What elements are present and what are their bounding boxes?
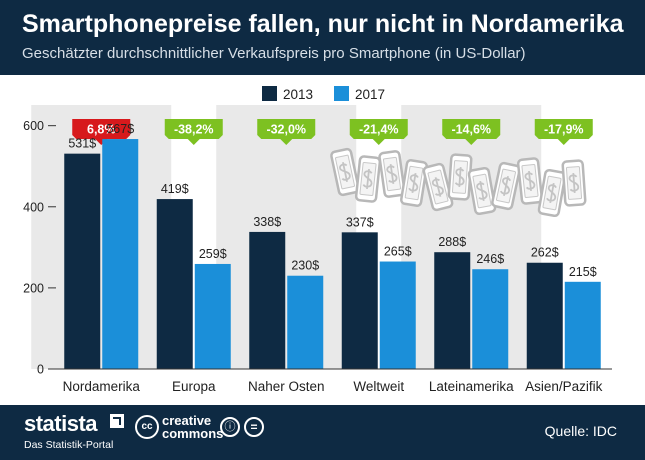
y-tick-label: 600 [23, 119, 44, 133]
change-badge [72, 119, 131, 145]
change-badge-label: -21,4% [359, 123, 399, 137]
bar-2017 [564, 281, 601, 369]
bar-value-label: 259$ [199, 247, 227, 261]
smartphone-dollar-icon [561, 159, 587, 207]
dollar-icon [568, 172, 580, 194]
bar-value-label: 338$ [253, 215, 281, 229]
smartphone-dollar-icon [422, 162, 454, 212]
x-axis-labels: Nordamerika Europa Naher Osten Weltweit Late… [63, 379, 603, 394]
x-tick-label: Asien/Pazifik [525, 379, 603, 394]
bar-value-label: 419$ [161, 182, 189, 196]
statista-arrow-icon [110, 414, 124, 428]
change-badge [257, 119, 316, 145]
change-badge [534, 119, 593, 145]
change-badge-label: 6,8% [87, 123, 116, 137]
change-badge-label: -32,0% [266, 123, 306, 137]
bar-2013 [434, 252, 471, 369]
dollar-icon [431, 177, 444, 197]
dollar-icon [500, 176, 512, 196]
bar-value-label: 265$ [384, 245, 412, 259]
change-badge-label: -17,9% [544, 123, 584, 137]
x-tick-label: Nordamerika [63, 379, 141, 394]
bar-2017 [472, 269, 509, 369]
x-tick-label: Lateinamerika [429, 379, 514, 394]
cc-line2: commons [162, 426, 224, 441]
bar-value-label: 531$ [68, 137, 96, 151]
category-band [401, 105, 542, 369]
category-bands [31, 105, 542, 369]
legend-swatch-2017 [334, 86, 349, 101]
dollar-icon [362, 168, 373, 190]
smartphone-dollar-icon [447, 153, 473, 201]
bar-value-label: 262$ [531, 246, 559, 260]
dollar-icon [546, 182, 557, 204]
statista-logo[interactable]: statista [24, 411, 98, 436]
change-badges: 6,8% -38,2% -32,0% -21,4% -14,6% -17,9% [72, 119, 593, 145]
bar-value-labels: 531$ 567$ 419$ 259$ 338$ 230$ 337$ 265$ 288$ 246$… [68, 122, 596, 279]
bar-2017 [287, 275, 324, 369]
change-badge [349, 119, 408, 145]
bar-2017 [379, 261, 416, 369]
bar-chart: 6,8% -38,2% -32,0% -21,4% -14,6% -17,9% 531$5… [23, 86, 612, 394]
bar-2013 [156, 199, 193, 369]
x-tick-label: Weltweit [353, 379, 404, 394]
bar-value-label: 288$ [438, 235, 466, 249]
x-tick-label: Europa [172, 379, 216, 394]
y-axis: 0 200 400 600 [23, 119, 612, 377]
dollar-icon [386, 163, 398, 185]
bar-2017 [102, 139, 139, 369]
bar-2013 [341, 232, 378, 369]
bar-2013 [249, 231, 286, 369]
legend-label-2017: 2017 [355, 87, 385, 102]
y-tick-label: 0 [37, 363, 44, 377]
dollar-icon [476, 180, 488, 202]
smartphone-dollar-icon [467, 166, 497, 216]
dollar-icon [454, 166, 465, 188]
chart-subtitle: Geschätzter durchschnittlicher Verkaufsp… [22, 45, 526, 62]
bar-2017 [194, 263, 231, 369]
smartphone-dollar-icon [378, 150, 406, 198]
source-note: Quelle: IDC [544, 423, 617, 439]
bar-value-label: 246$ [476, 252, 504, 266]
change-badge-label: -38,2% [174, 123, 214, 137]
x-tick-label: Naher Osten [248, 379, 325, 394]
smartphone-dollar-icon [400, 159, 428, 207]
smartphone-dollar-icon [330, 147, 360, 197]
smartphone-dollar-icon [516, 157, 544, 205]
statista-tagline: Das Statistik-Portal [24, 439, 114, 451]
category-band [216, 105, 357, 369]
dollar-icon [339, 162, 351, 182]
legend-label-2013: 2013 [283, 87, 313, 102]
bar-2013 [526, 262, 563, 369]
cc-line1: creative [162, 413, 212, 428]
bars [64, 139, 601, 369]
dollar-icon [524, 170, 536, 192]
bar-2013 [64, 153, 101, 369]
bar-value-label: 230$ [291, 259, 319, 273]
dollar-icon [408, 172, 419, 194]
smartphone-dollar-icon [354, 155, 382, 203]
smartphone-illustration [330, 147, 587, 218]
footer-bar: statista Das Statistik-Portal cc creativ… [0, 405, 645, 460]
header-bar: Smartphonepreise fallen, nur nicht in No… [0, 0, 645, 75]
change-badge-label: -14,6% [451, 123, 491, 137]
chart-title: Smartphonepreise fallen, nur nicht in No… [22, 10, 624, 38]
bar-value-label: 337$ [346, 215, 374, 229]
legend-swatch-2013 [262, 86, 277, 101]
bar-value-label: 567$ [106, 122, 134, 136]
y-tick-label: 400 [23, 200, 44, 214]
creative-commons-label[interactable]: creative commons [162, 414, 223, 440]
y-tick-label: 200 [23, 281, 44, 295]
change-badge [442, 119, 501, 145]
change-badge [164, 119, 223, 145]
legend: 2013 2017 [262, 86, 385, 102]
smartphone-dollar-icon [537, 168, 567, 218]
attribution-icon[interactable]: ⓘ [220, 417, 240, 437]
no-derivatives-icon[interactable]: = [244, 417, 264, 437]
creative-commons-icon[interactable]: cc [135, 415, 159, 439]
smartphone-dollar-icon [491, 161, 521, 211]
bar-value-label: 215$ [569, 265, 597, 279]
category-band [31, 105, 172, 369]
